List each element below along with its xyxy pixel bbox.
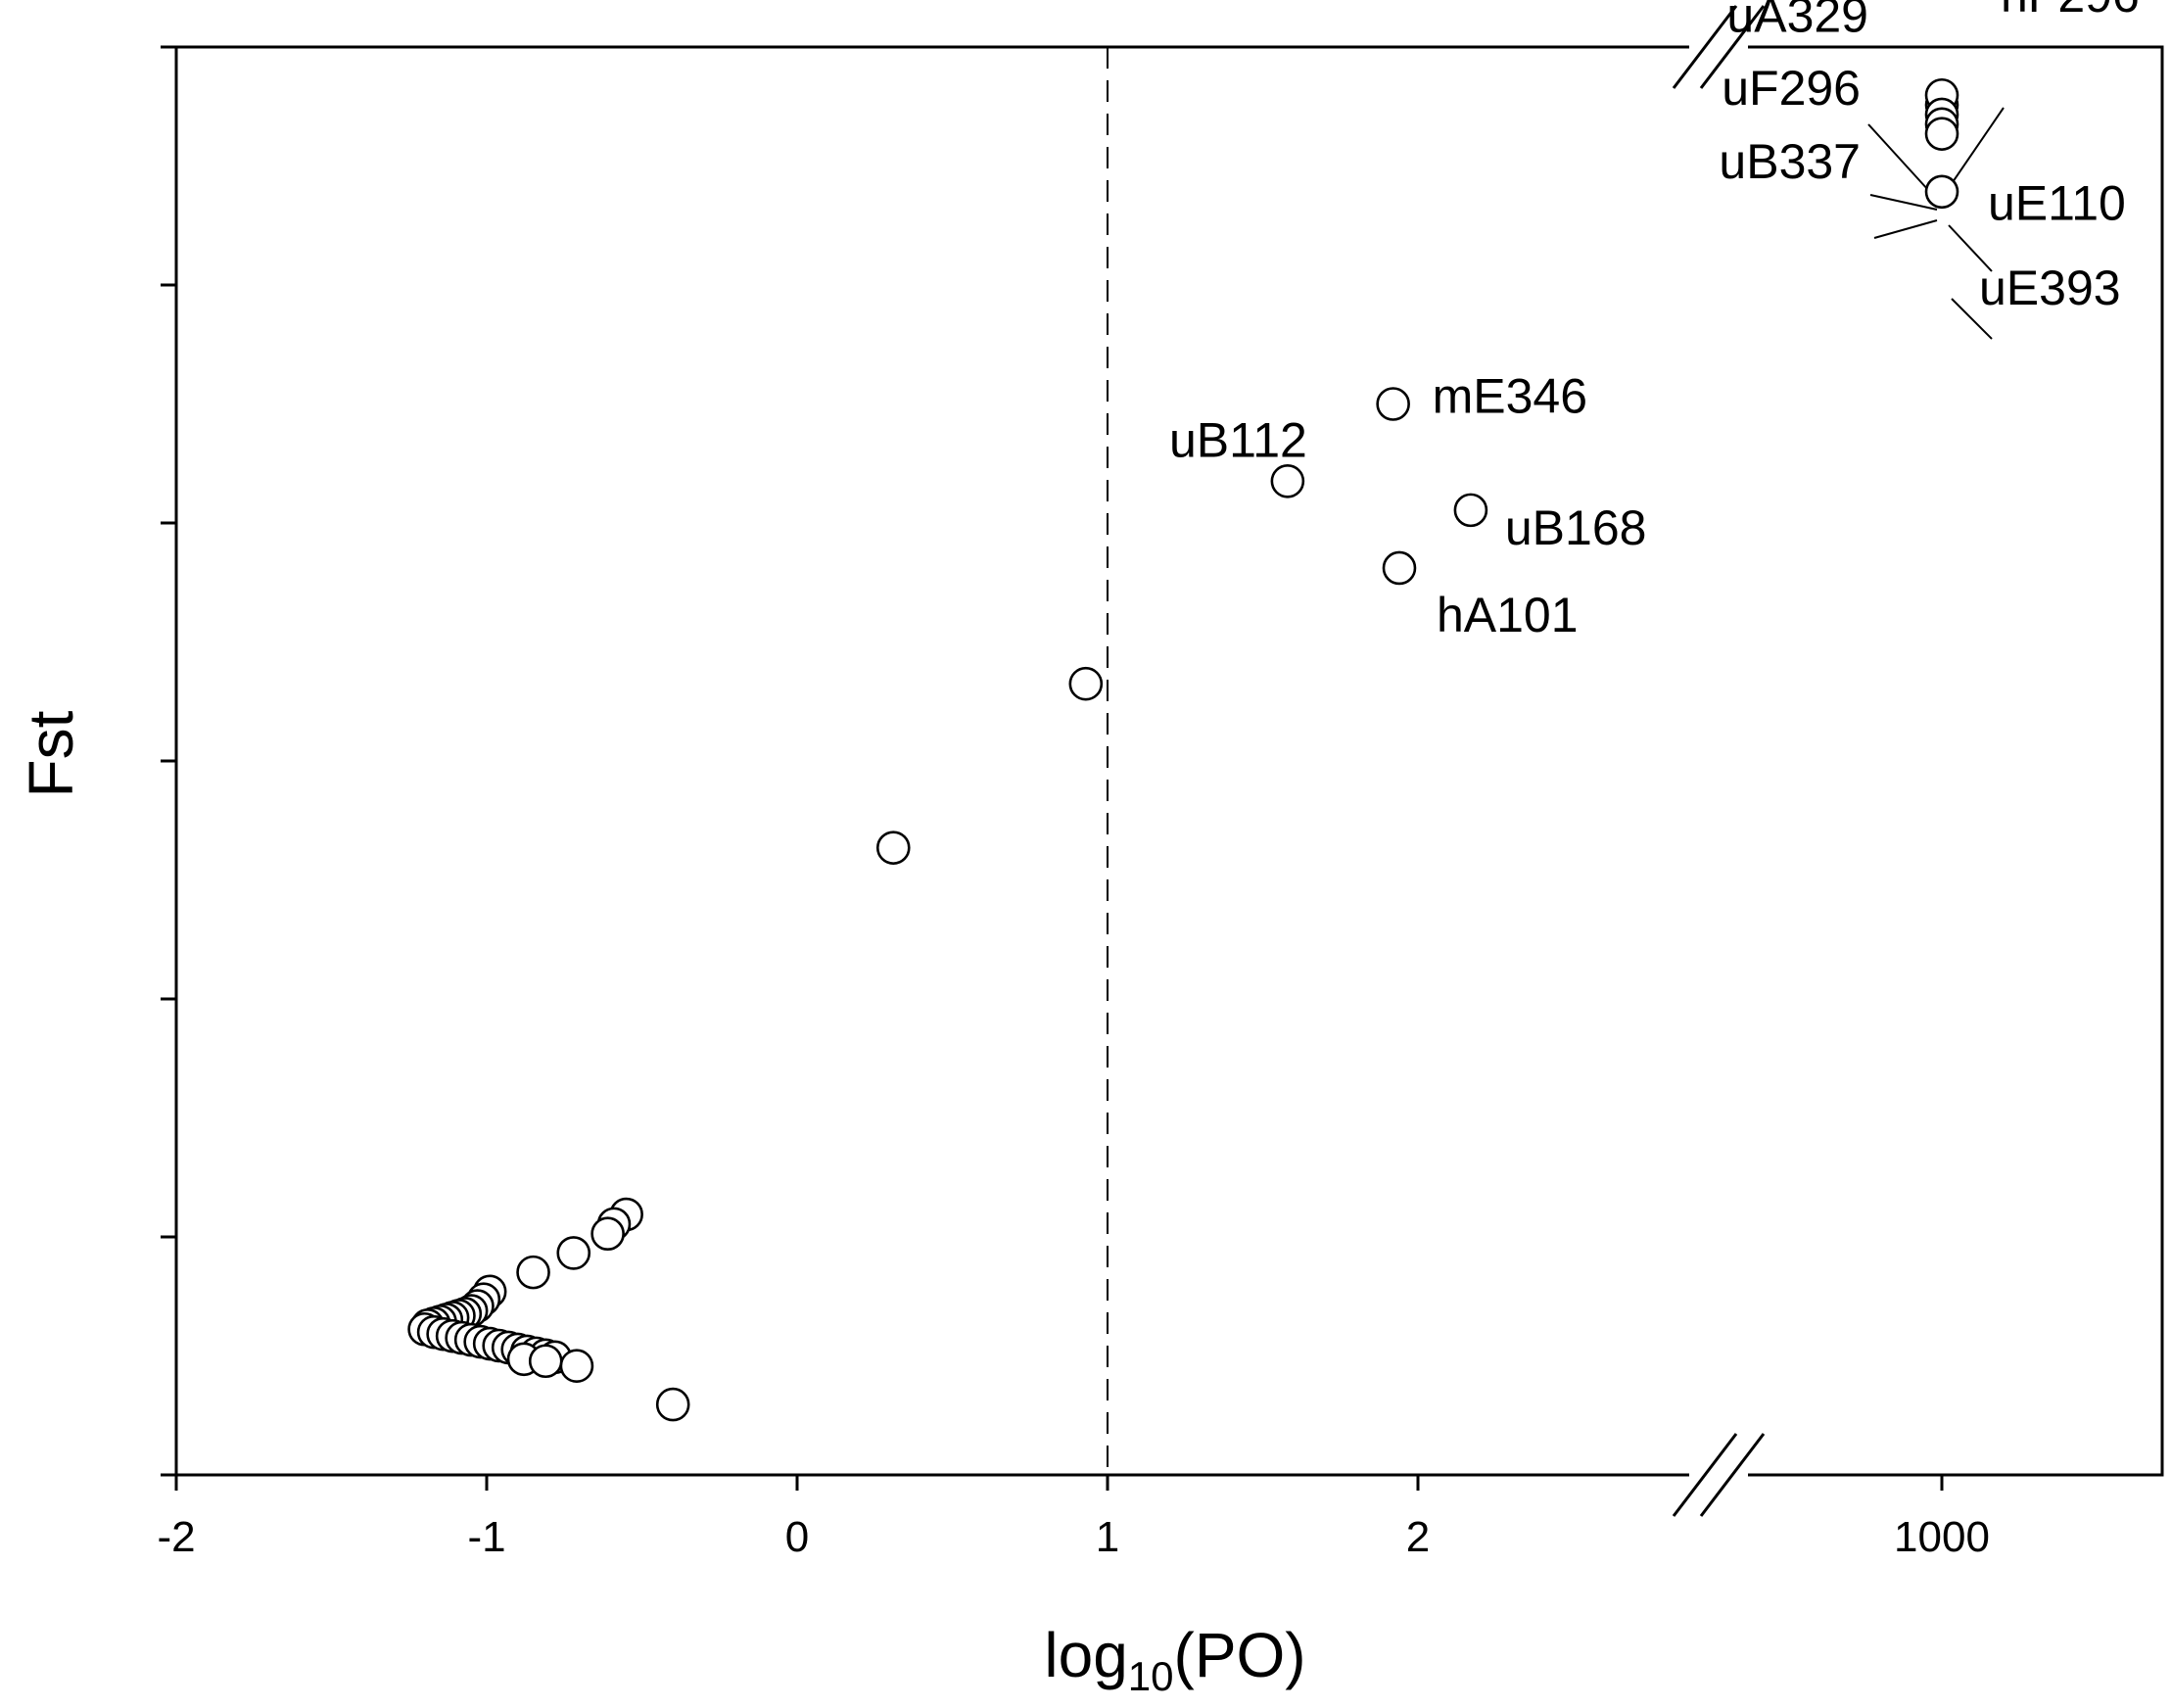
data-point bbox=[516, 1255, 550, 1290]
plot-border bbox=[174, 45, 2164, 1477]
point-label: uE393 bbox=[1979, 261, 2121, 315]
x-axis-title-base: log bbox=[1044, 1620, 1127, 1690]
axis-break-gap bbox=[1689, 39, 1748, 55]
data-point bbox=[556, 1236, 591, 1270]
x-tick-label: -2 bbox=[157, 1513, 195, 1561]
x-axis-title-subscript: 10 bbox=[1128, 1653, 1174, 1699]
leader-line bbox=[1948, 224, 1993, 272]
data-point-uE110 bbox=[1924, 117, 1959, 151]
data-point-uB112 bbox=[1270, 464, 1305, 498]
plot-frame bbox=[174, 45, 2164, 1477]
data-point bbox=[528, 1344, 563, 1379]
point-label: uE110 bbox=[1988, 176, 2126, 231]
axis-break-gap bbox=[1689, 1467, 1748, 1483]
axis-break-slash bbox=[1672, 1433, 1738, 1517]
data-point-mE346 bbox=[1376, 387, 1410, 421]
x-tick-label: 1 bbox=[1096, 1513, 1119, 1561]
leader-line bbox=[1951, 298, 1993, 340]
point-label: uB112 bbox=[1169, 412, 1307, 467]
x-tick-label: 2 bbox=[1406, 1513, 1430, 1561]
point-label: hF296 bbox=[2001, 0, 2140, 23]
data-point bbox=[590, 1216, 625, 1252]
data-point-uE393 bbox=[1924, 174, 1959, 210]
x-axis-title-rest: (PO) bbox=[1174, 1620, 1306, 1690]
point-label: mE346 bbox=[1433, 369, 1587, 424]
axis-break-slash bbox=[1699, 5, 1766, 89]
x-axis-title: log10(PO) bbox=[1044, 1620, 1305, 1699]
data-point-hA101 bbox=[1382, 550, 1417, 586]
point-label: hA101 bbox=[1437, 588, 1579, 642]
y-axis-ticks bbox=[161, 45, 176, 1477]
x-tick-label: 1000 bbox=[1894, 1513, 1990, 1561]
data-point bbox=[875, 830, 911, 865]
data-point bbox=[1068, 666, 1104, 701]
data-point-uB168 bbox=[1453, 493, 1488, 528]
leader-line bbox=[1869, 194, 1938, 211]
point-label: uA329 bbox=[1726, 0, 1868, 42]
axis-break-slash bbox=[1699, 1433, 1766, 1517]
point-label: uB168 bbox=[1505, 500, 1647, 555]
x-tick-label: 0 bbox=[785, 1513, 809, 1561]
axis-break-marks bbox=[1672, 5, 1766, 1517]
point-labels: hF296 uA329 uF296 uB337 uE110 uE393 mE346 uB112… bbox=[1169, 0, 2140, 642]
point-label: uF296 bbox=[1722, 61, 1861, 116]
data-point bbox=[655, 1387, 690, 1422]
y-axis-title: Fst bbox=[16, 710, 86, 797]
data-point bbox=[559, 1349, 594, 1383]
x-axis-ticks: -2 -1 0 1 2 1000 bbox=[157, 1475, 1990, 1561]
data-points bbox=[407, 77, 1959, 1422]
point-label: uB337 bbox=[1719, 134, 1861, 189]
x-tick-label: -1 bbox=[467, 1513, 505, 1561]
axis-break-slash bbox=[1672, 5, 1738, 89]
leader-line bbox=[1873, 219, 1938, 239]
